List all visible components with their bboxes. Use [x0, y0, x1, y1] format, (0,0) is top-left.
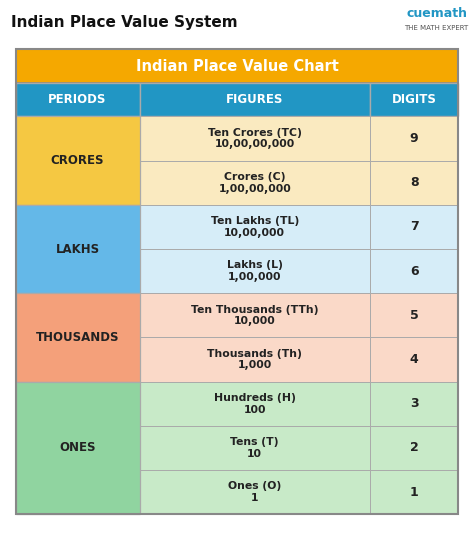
FancyBboxPatch shape: [16, 117, 139, 205]
Text: 6: 6: [410, 265, 419, 278]
FancyBboxPatch shape: [370, 470, 458, 514]
FancyBboxPatch shape: [370, 337, 458, 382]
Text: Indian Place Value Chart: Indian Place Value Chart: [136, 59, 338, 74]
Text: 7: 7: [410, 220, 419, 234]
FancyBboxPatch shape: [370, 382, 458, 426]
Text: 9: 9: [410, 132, 419, 145]
Text: 2: 2: [410, 441, 419, 454]
Text: Ten Thousands (TTh)
10,000: Ten Thousands (TTh) 10,000: [191, 304, 319, 326]
FancyBboxPatch shape: [139, 426, 370, 470]
FancyBboxPatch shape: [139, 249, 370, 293]
FancyBboxPatch shape: [139, 337, 370, 382]
Text: THOUSANDS: THOUSANDS: [36, 331, 119, 344]
FancyBboxPatch shape: [16, 205, 139, 293]
Text: 8: 8: [410, 176, 419, 189]
Text: Indian Place Value System: Indian Place Value System: [11, 14, 237, 30]
Text: Lakhs (L)
1,00,000: Lakhs (L) 1,00,000: [227, 260, 283, 282]
Text: Ten Crores (TC)
10,00,00,000: Ten Crores (TC) 10,00,00,000: [208, 128, 301, 149]
Text: 3: 3: [410, 397, 419, 410]
FancyBboxPatch shape: [370, 117, 458, 161]
Text: PERIODS: PERIODS: [48, 93, 107, 106]
Text: Crores (C)
1,00,00,000: Crores (C) 1,00,00,000: [219, 172, 291, 193]
FancyBboxPatch shape: [370, 83, 458, 117]
FancyBboxPatch shape: [139, 205, 370, 249]
FancyBboxPatch shape: [16, 382, 139, 514]
Text: 1: 1: [410, 485, 419, 499]
FancyBboxPatch shape: [370, 249, 458, 293]
Text: 5: 5: [410, 309, 419, 322]
Text: Ones (O)
1: Ones (O) 1: [228, 481, 282, 503]
Text: LAKHS: LAKHS: [55, 243, 100, 256]
FancyBboxPatch shape: [139, 161, 370, 205]
FancyBboxPatch shape: [139, 83, 370, 117]
FancyBboxPatch shape: [16, 49, 458, 83]
Text: FIGURES: FIGURES: [226, 93, 283, 106]
Text: Hundreds (H)
100: Hundreds (H) 100: [214, 393, 296, 415]
Text: ONES: ONES: [59, 441, 96, 454]
FancyBboxPatch shape: [139, 382, 370, 426]
FancyBboxPatch shape: [139, 293, 370, 337]
Text: CRORES: CRORES: [51, 154, 104, 167]
FancyBboxPatch shape: [370, 293, 458, 337]
Text: cuemath: cuemath: [407, 7, 468, 20]
Text: Thousands (Th)
1,000: Thousands (Th) 1,000: [207, 349, 302, 371]
Text: Ten Lakhs (TL)
10,00,000: Ten Lakhs (TL) 10,00,000: [210, 216, 299, 238]
FancyBboxPatch shape: [16, 293, 139, 382]
FancyBboxPatch shape: [139, 117, 370, 161]
FancyBboxPatch shape: [370, 161, 458, 205]
Text: Tens (T)
10: Tens (T) 10: [230, 437, 279, 459]
FancyBboxPatch shape: [370, 205, 458, 249]
Text: THE MATH EXPERT: THE MATH EXPERT: [404, 25, 468, 32]
FancyBboxPatch shape: [139, 470, 370, 514]
Text: DIGITS: DIGITS: [392, 93, 437, 106]
Text: 4: 4: [410, 353, 419, 366]
FancyBboxPatch shape: [16, 83, 139, 117]
FancyBboxPatch shape: [370, 426, 458, 470]
